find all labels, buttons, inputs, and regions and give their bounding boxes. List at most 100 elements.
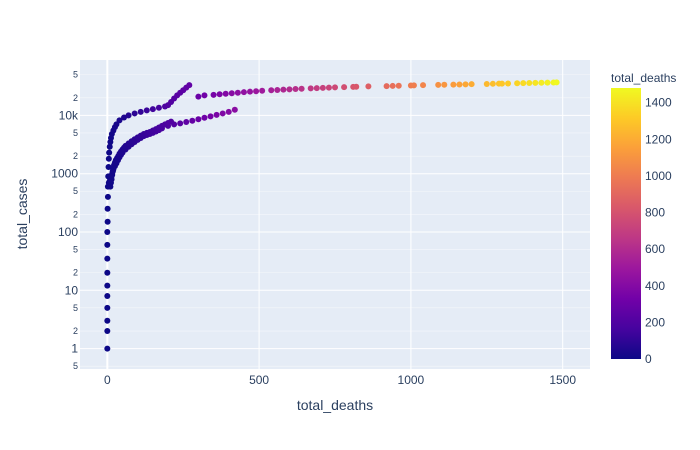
data-point [219, 110, 226, 117]
data-point [353, 83, 360, 90]
y-minor-tick-label: 2 [73, 326, 78, 336]
y-major-tick-label: 1 [71, 342, 78, 356]
data-point [365, 83, 372, 90]
data-point [228, 90, 235, 97]
x-axis-title: total_deaths [297, 397, 373, 413]
y-minor-tick-label: 2 [73, 209, 78, 219]
data-point [313, 85, 320, 92]
data-point [520, 80, 527, 87]
y-minor-tick-label: 5 [73, 186, 78, 196]
data-point [213, 111, 220, 118]
data-point [532, 79, 539, 86]
data-point [259, 87, 266, 94]
data-point [420, 82, 427, 89]
data-point [483, 80, 490, 87]
colorbar: total_deaths 0 200 400 600 800 1000 1200 1400 [611, 71, 676, 366]
data-point [121, 114, 128, 121]
data-point [177, 120, 184, 127]
data-point [183, 119, 190, 126]
data-point [116, 117, 123, 124]
data-point [325, 84, 332, 91]
data-point [104, 282, 111, 289]
data-point [149, 106, 156, 113]
data-point [195, 116, 202, 123]
data-point [274, 86, 281, 93]
colorbar-tick-label: 200 [645, 315, 665, 329]
data-point [104, 228, 111, 235]
data-point [189, 117, 196, 124]
data-point [307, 85, 314, 92]
colorbar-tick-label: 800 [645, 206, 665, 220]
data-point [395, 82, 402, 89]
x-tick-label: 1000 [398, 373, 425, 387]
data-point [216, 91, 223, 98]
data-point [104, 205, 111, 212]
data-point [292, 86, 299, 93]
data-point [383, 83, 390, 90]
data-points [104, 79, 560, 352]
colorbar-gradient [611, 88, 641, 359]
data-point [104, 345, 111, 352]
data-point [104, 218, 111, 225]
data-point [186, 82, 193, 89]
y-minor-tick-label: 2 [73, 93, 78, 103]
colorbar-title: total_deaths [611, 71, 676, 85]
data-point [247, 88, 253, 95]
data-point [234, 89, 241, 96]
y-minor-tick-label: 5 [73, 361, 78, 371]
y-major-tick-label: 10 [65, 283, 79, 297]
data-point [341, 84, 348, 91]
data-point [104, 317, 111, 324]
data-point [207, 113, 214, 120]
y-minor-tick-label: 5 [73, 303, 78, 313]
data-point [210, 91, 217, 98]
data-point [195, 93, 202, 100]
y-minor-tick-label: 5 [73, 245, 78, 255]
data-point [319, 84, 326, 91]
data-point [104, 241, 111, 248]
data-point [240, 89, 247, 96]
x-axis-ticks: 0 500 1000 1500 [104, 373, 576, 387]
data-point [201, 92, 208, 99]
data-point [104, 328, 111, 335]
data-point [268, 87, 275, 94]
colorbar-tick-label: 1400 [645, 96, 672, 110]
data-point [280, 86, 287, 93]
y-minor-tick-label: 5 [73, 70, 78, 80]
data-point [298, 85, 305, 92]
data-point [332, 84, 338, 91]
data-point [168, 118, 175, 125]
data-point [104, 193, 111, 200]
data-point [137, 108, 144, 115]
colorbar-tick-label: 600 [645, 242, 665, 256]
colorbar-tick-label: 1000 [645, 169, 672, 183]
y-axis-ticks: 1 10 100 1000 10k 5 2 5 2 5 2 5 2 5 2 5 [51, 70, 79, 372]
x-tick-label: 500 [249, 373, 269, 387]
data-point [544, 79, 551, 86]
data-point [231, 106, 238, 113]
colorbar-tick-label: 400 [645, 279, 665, 293]
data-point [106, 149, 113, 156]
y-major-tick-label: 10k [59, 108, 79, 122]
data-point [505, 80, 512, 87]
data-point [125, 112, 132, 119]
data-point [514, 80, 521, 87]
colorbar-tick-label: 0 [645, 352, 652, 366]
y-major-tick-label: 100 [58, 225, 78, 239]
data-point [538, 79, 545, 86]
x-tick-label: 0 [104, 373, 111, 387]
data-point [253, 88, 260, 95]
y-axis-title: total_cases [14, 179, 30, 250]
grid-lines [80, 60, 590, 369]
data-point [286, 86, 293, 93]
data-point [155, 104, 162, 111]
y-major-tick-label: 1000 [51, 167, 78, 181]
data-point [222, 90, 229, 97]
data-point [104, 269, 111, 276]
data-point [462, 81, 469, 88]
x-tick-label: 1500 [549, 373, 576, 387]
data-point [526, 80, 533, 87]
data-point [489, 80, 496, 87]
y-minor-tick-label: 2 [73, 268, 78, 278]
